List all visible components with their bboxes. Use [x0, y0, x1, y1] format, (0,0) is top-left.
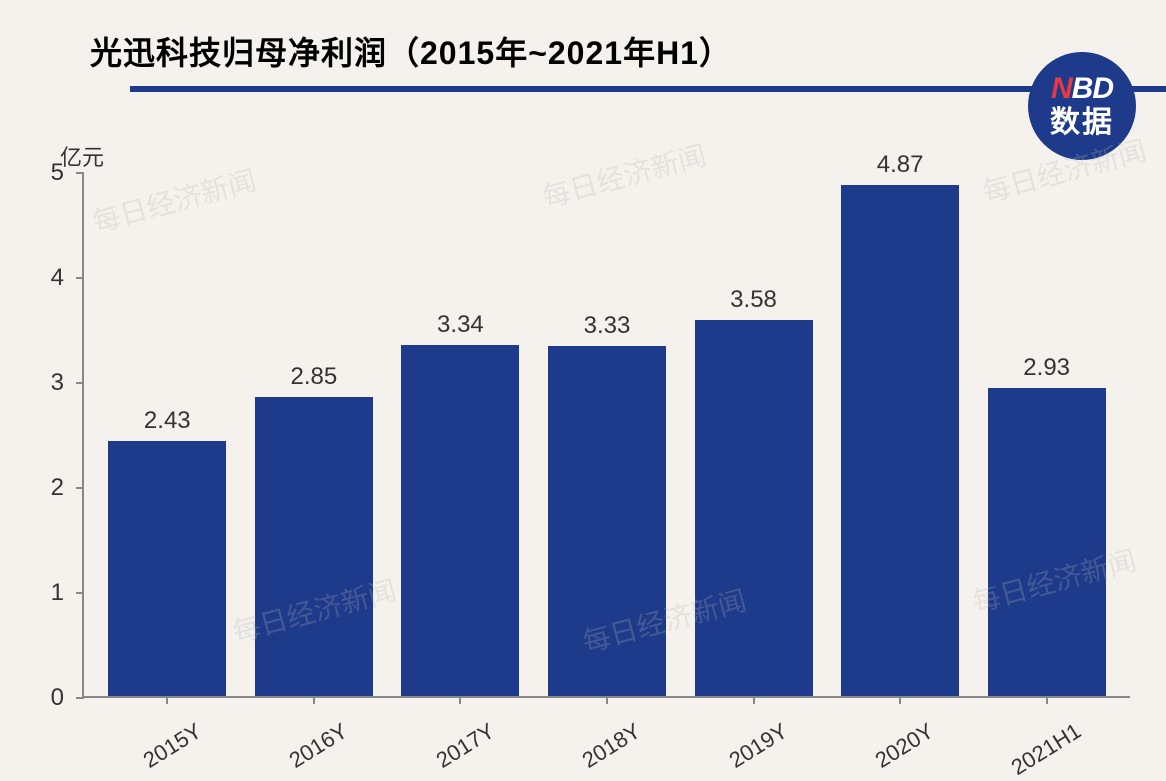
x-axis-label: 2016Y: [285, 718, 353, 774]
bar: [841, 185, 959, 696]
bar-value-label: 3.33: [584, 312, 631, 340]
bar-value-label: 4.87: [877, 151, 924, 179]
bar-group: 4.872020Y: [835, 151, 965, 696]
bars-container: 2.432015Y2.852016Y3.342017Y3.332018Y3.58…: [84, 173, 1130, 696]
x-axis-tick: [753, 696, 755, 704]
x-axis-tick: [459, 696, 461, 704]
y-axis-unit: 亿元: [60, 140, 104, 172]
x-axis-label: 2017Y: [431, 718, 499, 774]
x-axis-tick: [606, 696, 608, 704]
y-axis-tick: [76, 697, 84, 699]
bar: [695, 320, 813, 696]
y-axis-tick-label: 2: [40, 474, 64, 502]
bar: [548, 346, 666, 696]
y-axis-tick: [76, 172, 84, 174]
y-axis-tick-label: 5: [40, 159, 64, 187]
chart-area: 亿元 2.432015Y2.852016Y3.342017Y3.332018Y3…: [70, 145, 1130, 745]
bar-value-label: 2.93: [1023, 354, 1070, 382]
logo-n: N: [1051, 72, 1072, 105]
bar: [401, 345, 519, 696]
y-axis-tick: [76, 382, 84, 384]
bar: [108, 441, 226, 696]
bar: [255, 397, 373, 696]
bar-value-label: 3.34: [437, 311, 484, 339]
bar-group: 3.332018Y: [542, 312, 672, 696]
chart-plot: 2.432015Y2.852016Y3.342017Y3.332018Y3.58…: [82, 173, 1130, 698]
chart-header: 光迅科技归母净利润（2015年~2021年H1）: [0, 0, 1166, 92]
x-axis-label: 2019Y: [725, 718, 793, 774]
bar-group: 3.342017Y: [395, 311, 525, 696]
y-axis-tick-label: 0: [40, 684, 64, 712]
bar-value-label: 2.85: [290, 363, 337, 391]
bar-group: 2.432015Y: [102, 407, 232, 696]
logo-line2: 数据: [1050, 106, 1114, 141]
title-underline: [130, 86, 1166, 92]
logo-line1: NBD: [1051, 72, 1113, 107]
y-axis-tick-label: 1: [40, 579, 64, 607]
bar-group: 2.932021H1: [982, 354, 1112, 696]
x-axis-label: 2018Y: [578, 718, 646, 774]
x-axis-label: 2021H1: [1006, 718, 1085, 781]
bar-value-label: 3.58: [730, 286, 777, 314]
bar-group: 3.582019Y: [689, 286, 819, 696]
x-axis-tick: [899, 696, 901, 704]
y-axis-tick: [76, 487, 84, 489]
y-axis-tick: [76, 277, 84, 279]
nbd-logo-badge: NBD 数据: [1028, 52, 1136, 160]
y-axis-tick: [76, 592, 84, 594]
x-axis-tick: [313, 696, 315, 704]
bar-group: 2.852016Y: [249, 363, 379, 696]
x-axis-tick: [1046, 696, 1048, 704]
y-axis-tick-label: 3: [40, 369, 64, 397]
bar: [988, 388, 1106, 696]
logo-bd: BD: [1072, 72, 1113, 105]
x-axis-label: 2020Y: [871, 718, 939, 774]
x-axis-label: 2015Y: [138, 718, 206, 774]
bar-value-label: 2.43: [144, 407, 191, 435]
y-axis-tick-label: 4: [40, 264, 64, 292]
x-axis-tick: [166, 696, 168, 704]
chart-title: 光迅科技归母净利润（2015年~2021年H1）: [90, 28, 1166, 74]
